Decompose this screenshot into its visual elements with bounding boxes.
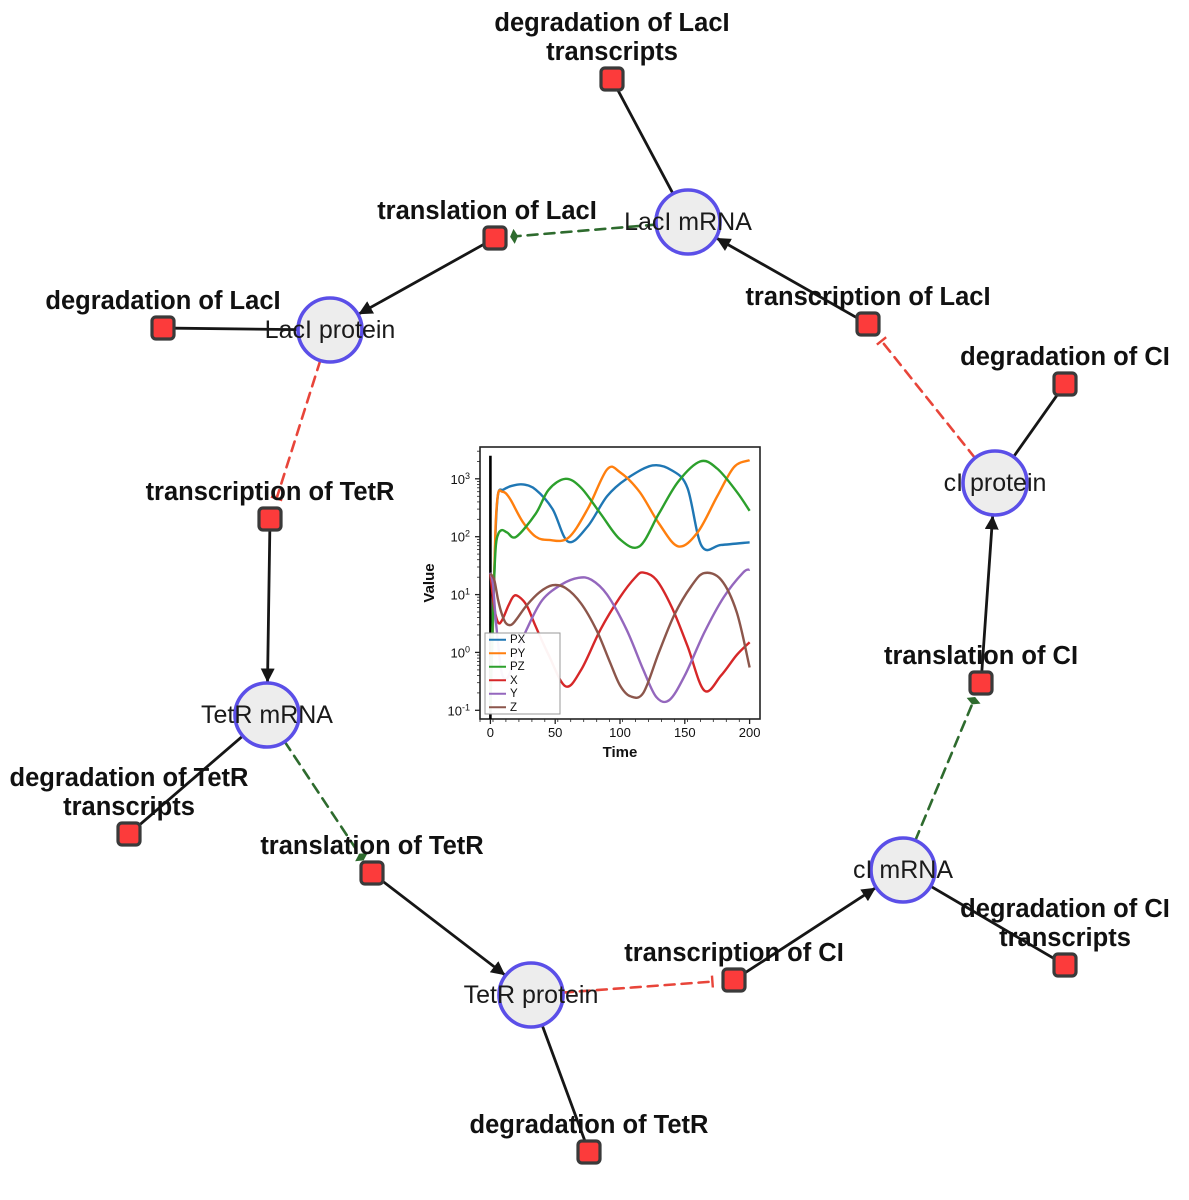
svg-text:TetR protein: TetR protein: [464, 981, 599, 1009]
svg-text:103: 103: [451, 471, 470, 487]
svg-text:10-1: 10-1: [448, 702, 470, 718]
svg-text:degradation of TetR: degradation of TetR: [470, 1111, 709, 1139]
svg-text:LacI mRNA: LacI mRNA: [624, 208, 752, 236]
svg-text:150: 150: [674, 725, 696, 740]
svg-text:102: 102: [451, 529, 470, 545]
svg-text:X: X: [510, 675, 518, 687]
svg-text:TetR mRNA: TetR mRNA: [201, 701, 333, 729]
svg-text:100: 100: [451, 644, 470, 660]
svg-text:transcripts: transcripts: [999, 924, 1131, 952]
svg-text:cI mRNA: cI mRNA: [853, 856, 953, 884]
svg-text:Y: Y: [510, 688, 518, 700]
svg-text:50: 50: [548, 725, 562, 740]
svg-text:PX: PX: [510, 634, 526, 646]
svg-text:PZ: PZ: [510, 661, 525, 673]
svg-text:transcription of LacI: transcription of LacI: [745, 283, 990, 311]
svg-text:translation of CI: translation of CI: [884, 642, 1078, 670]
svg-text:translation of LacI: translation of LacI: [377, 197, 597, 225]
svg-text:Time: Time: [603, 744, 638, 761]
svg-text:0: 0: [487, 725, 494, 740]
svg-text:transcription of TetR: transcription of TetR: [146, 478, 395, 506]
svg-text:100: 100: [609, 725, 631, 740]
svg-text:LacI protein: LacI protein: [265, 316, 396, 344]
svg-text:transcription of CI: transcription of CI: [624, 939, 844, 967]
svg-text:degradation of CI: degradation of CI: [960, 895, 1170, 923]
svg-text:translation of TetR: translation of TetR: [260, 832, 483, 860]
svg-text:Z: Z: [510, 702, 517, 714]
svg-text:degradation of LacI: degradation of LacI: [494, 9, 729, 37]
svg-text:cI protein: cI protein: [944, 469, 1047, 497]
svg-text:degradation of CI: degradation of CI: [960, 343, 1170, 371]
svg-text:PY: PY: [510, 648, 526, 660]
svg-text:101: 101: [451, 587, 470, 603]
svg-text:degradation of LacI: degradation of LacI: [45, 287, 280, 315]
svg-text:200: 200: [739, 725, 761, 740]
svg-text:transcripts: transcripts: [63, 793, 195, 821]
svg-text:degradation of TetR: degradation of TetR: [10, 764, 249, 792]
svg-text:Value: Value: [421, 563, 438, 602]
svg-text:transcripts: transcripts: [546, 38, 678, 66]
